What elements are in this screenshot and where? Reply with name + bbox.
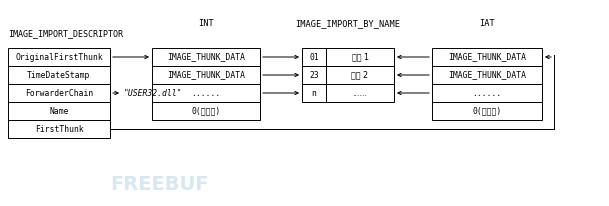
Bar xyxy=(152,48,260,66)
Bar xyxy=(432,48,542,66)
Bar xyxy=(432,102,542,120)
Text: IMAGE_THUNK_DATA: IMAGE_THUNK_DATA xyxy=(448,53,526,62)
Text: IAT: IAT xyxy=(479,19,495,28)
Text: 23: 23 xyxy=(309,70,319,80)
Text: 0(结束符): 0(结束符) xyxy=(473,107,502,116)
Text: IMAGE_THUNK_DATA: IMAGE_THUNK_DATA xyxy=(167,53,245,62)
Text: IMAGE_THUNK_DATA: IMAGE_THUNK_DATA xyxy=(167,70,245,80)
Text: INT: INT xyxy=(198,19,214,28)
Text: 01: 01 xyxy=(309,53,319,62)
Bar xyxy=(152,84,260,102)
Bar xyxy=(8,120,110,138)
Text: 函数 1: 函数 1 xyxy=(351,53,368,62)
Bar xyxy=(8,66,110,84)
Text: IMAGE_THUNK_DATA: IMAGE_THUNK_DATA xyxy=(448,70,526,80)
Text: ......: ...... xyxy=(191,89,220,97)
Bar xyxy=(432,84,542,102)
Bar xyxy=(152,102,260,120)
Bar xyxy=(326,84,394,102)
Text: Name: Name xyxy=(49,107,69,116)
Bar xyxy=(302,66,326,84)
Bar xyxy=(8,102,110,120)
Text: IMAGE_IMPORT_DESCRIPTOR: IMAGE_IMPORT_DESCRIPTOR xyxy=(8,29,123,38)
Bar xyxy=(8,48,110,66)
Text: n: n xyxy=(312,89,317,97)
Text: "USER32.dll": "USER32.dll" xyxy=(124,89,183,97)
Text: ......: ...... xyxy=(353,89,367,97)
Text: 函数 2: 函数 2 xyxy=(351,70,368,80)
Text: ......: ...... xyxy=(473,89,502,97)
Text: IMAGE_IMPORT_BY_NAME: IMAGE_IMPORT_BY_NAME xyxy=(295,19,401,28)
Text: ForwarderChain: ForwarderChain xyxy=(25,89,93,97)
Text: FirstThunk: FirstThunk xyxy=(35,124,83,133)
Text: 0(结束符): 0(结束符) xyxy=(191,107,220,116)
Bar xyxy=(302,48,326,66)
Bar xyxy=(432,66,542,84)
Bar xyxy=(302,84,326,102)
Bar xyxy=(326,66,394,84)
Text: FREEBUF: FREEBUF xyxy=(110,175,208,194)
Bar xyxy=(326,48,394,66)
Text: OriginalFirstThunk: OriginalFirstThunk xyxy=(15,53,103,62)
Bar xyxy=(8,84,110,102)
Text: TimeDateStamp: TimeDateStamp xyxy=(27,70,91,80)
Bar xyxy=(152,66,260,84)
